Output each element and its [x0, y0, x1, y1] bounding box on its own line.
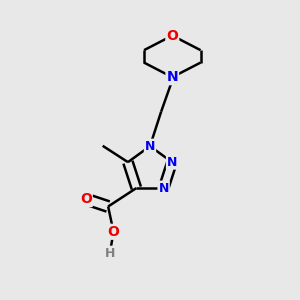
Text: N: N	[167, 70, 178, 84]
Text: O: O	[107, 225, 119, 239]
Text: N: N	[167, 156, 177, 169]
Text: N: N	[145, 140, 155, 153]
Text: N: N	[158, 182, 169, 195]
Text: H: H	[105, 247, 115, 260]
Text: O: O	[167, 28, 178, 43]
Text: O: O	[80, 192, 92, 206]
